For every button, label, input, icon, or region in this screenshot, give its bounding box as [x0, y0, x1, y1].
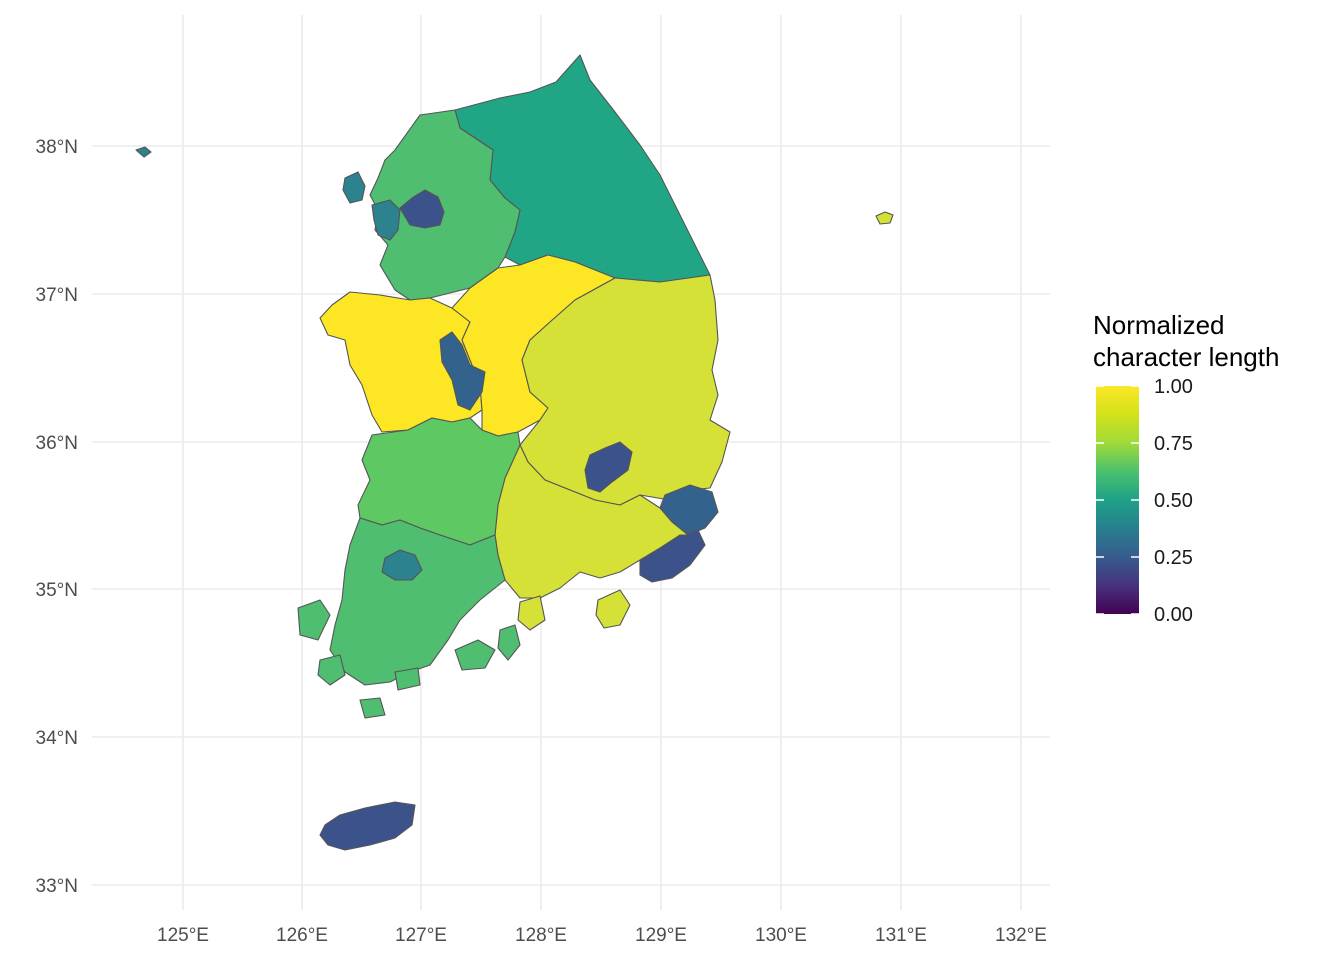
region-jeonnam-island[interactable] — [454, 639, 496, 671]
region-jeonnam[interactable] — [329, 517, 506, 686]
legend: Normalized character length 1.00 0.75 0.… — [1093, 310, 1279, 626]
region-jeonbuk[interactable] — [357, 417, 521, 546]
y-tick-label: 35°N — [36, 580, 78, 601]
region-seoul[interactable] — [399, 189, 445, 229]
legend-label: 0.50 — [1154, 490, 1193, 512]
x-tick-label: 131°E — [875, 925, 927, 946]
region-gwangju[interactable] — [381, 549, 423, 581]
legend-title: Normalized — [1093, 310, 1225, 340]
region-jeonnam-island[interactable] — [317, 654, 346, 686]
legend-label: 0.25 — [1154, 547, 1193, 569]
x-axis-labels: 125°E 126°E 127°E 128°E 129°E 130°E 131°… — [157, 925, 1047, 946]
region-sejong-daejeon[interactable] — [439, 331, 486, 411]
y-tick-label: 38°N — [36, 137, 78, 158]
x-tick-label: 129°E — [635, 925, 687, 946]
region-jeonnam-island[interactable] — [359, 697, 386, 719]
x-tick-label: 132°E — [995, 925, 1047, 946]
y-axis-labels: 38°N 37°N 36°N 35°N 34°N 33°N — [36, 137, 78, 897]
legend-label: 1.00 — [1154, 376, 1193, 398]
region-incheon[interactable] — [371, 199, 401, 241]
region-jeonnam-island[interactable] — [497, 624, 521, 661]
y-tick-label: 36°N — [36, 433, 78, 454]
x-tick-label: 130°E — [755, 925, 807, 946]
y-tick-label: 37°N — [36, 285, 78, 306]
y-tick-label: 33°N — [36, 876, 78, 897]
region-gyeongnam-island[interactable] — [517, 595, 546, 631]
legend-title-line2: character length — [1093, 342, 1279, 372]
y-tick-label: 34°N — [36, 728, 78, 749]
x-tick-label: 126°E — [276, 925, 328, 946]
region-gyeongnam-island[interactable] — [595, 589, 631, 629]
region-jeonnam-island[interactable] — [394, 667, 421, 691]
region-jeonnam-island[interactable] — [297, 599, 331, 641]
region-jeju[interactable] — [319, 801, 416, 851]
region-incheon-island[interactable] — [135, 146, 152, 158]
region-ulleungdo[interactable] — [875, 211, 894, 225]
regions — [135, 54, 894, 851]
x-tick-label: 127°E — [395, 925, 447, 946]
legend-label: 0.00 — [1154, 604, 1193, 626]
legend-label: 0.75 — [1154, 433, 1193, 455]
region-incheon-island[interactable] — [342, 171, 366, 204]
x-tick-label: 128°E — [515, 925, 567, 946]
region-daegu[interactable] — [584, 441, 633, 493]
x-tick-label: 125°E — [157, 925, 209, 946]
